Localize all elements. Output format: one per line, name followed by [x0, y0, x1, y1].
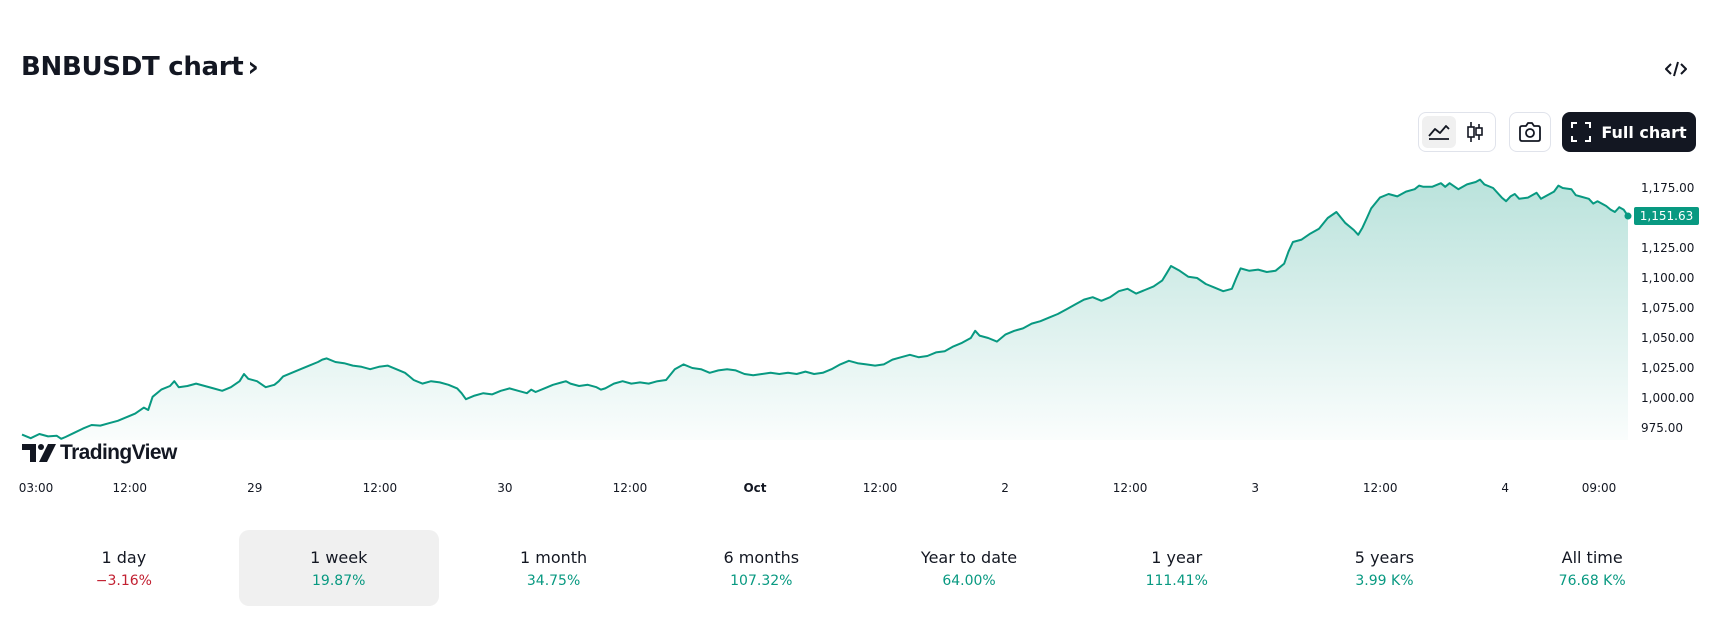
chart-title-link[interactable]: BNBUSDT chart › [21, 50, 259, 83]
period-change: 111.41% [1145, 572, 1208, 589]
x-axis-tick-label: 30 [497, 481, 512, 495]
tradingview-logo[interactable]: TradingView [22, 441, 177, 465]
embed-code-icon [1665, 61, 1687, 77]
x-axis-tick-label: 12:00 [112, 481, 147, 495]
x-axis-tick-label: 12:00 [1363, 481, 1398, 495]
period-tab[interactable]: 6 months 107.32% [657, 530, 865, 606]
period-tab[interactable]: Year to date 64.00% [865, 530, 1073, 606]
chart-title: BNBUSDT chart [21, 51, 244, 82]
candlestick-icon [1467, 122, 1483, 142]
y-axis-tick-label: 1,100.00 [1641, 271, 1694, 285]
x-axis-tick-label: 03:00 [19, 481, 54, 495]
y-axis-tick-label: 1,175.00 [1641, 181, 1694, 195]
period-selector: 1 day −3.16% 1 week 19.87% 1 month 34.75% 6 mo… [20, 530, 1696, 606]
period-label: Year to date [920, 547, 1018, 567]
last-price-badge [1634, 207, 1699, 226]
y-axis-tick-label: 1,125.00 [1641, 241, 1694, 255]
x-axis-tick-label: 4 [1501, 481, 1509, 495]
chart-type-switcher [1418, 112, 1496, 152]
price-area-fill [22, 179, 1628, 440]
full-chart-button[interactable]: Full chart [1562, 112, 1696, 152]
last-price-dot [1624, 212, 1632, 220]
period-label: 1 month [519, 547, 588, 567]
area-chart-button[interactable] [1422, 116, 1456, 148]
full-chart-label: Full chart [1601, 122, 1687, 142]
x-axis-tick-label: 29 [247, 481, 262, 495]
period-label: 1 year [1151, 547, 1203, 567]
tradingview-logo-text: TradingView [60, 441, 177, 464]
period-change: 107.32% [730, 572, 793, 589]
period-tab[interactable]: 1 day −3.16% [20, 530, 228, 606]
screenshot-button[interactable] [1509, 112, 1551, 152]
period-change: 64.00% [942, 572, 996, 589]
y-axis-tick-label: 1,025.00 [1641, 361, 1694, 375]
y-axis-tick-label: 1,000.00 [1641, 391, 1694, 405]
tradingview-logo-icon [22, 444, 56, 462]
period-change: 3.99 K% [1355, 572, 1414, 589]
x-axis-tick-label: 12:00 [363, 481, 398, 495]
x-axis-tick-label: 09:00 [1582, 481, 1617, 495]
period-change: 34.75% [526, 572, 581, 589]
period-label: 1 week [310, 547, 368, 567]
embed-code-button[interactable] [1661, 54, 1691, 84]
period-label: 5 years [1354, 547, 1415, 567]
y-axis-tick-label: 1,075.00 [1641, 301, 1694, 315]
price-chart[interactable]: 975.00 1,000.00 1,025.00 1,050.00 1,075.00 1,… [0, 160, 1716, 500]
period-tab[interactable]: 5 years 3.99 K% [1281, 530, 1489, 606]
chevron-right-icon: › [247, 50, 259, 83]
period-tab[interactable]: 1 month 34.75% [450, 530, 658, 606]
x-axis-tick-label: 2 [1001, 481, 1009, 495]
candlestick-chart-button[interactable] [1458, 116, 1492, 148]
period-change: 19.87% [312, 572, 366, 589]
x-axis-tick-label: 12:00 [613, 481, 648, 495]
period-change: 76.68 K% [1558, 572, 1626, 589]
last-price-label: 1,151.63 [1640, 209, 1693, 223]
price-line [21, 178, 1629, 440]
period-label: 6 months [723, 547, 800, 567]
period-tab[interactable]: 1 year 111.41% [1073, 530, 1281, 606]
x-axis-tick-label: 12:00 [1113, 481, 1148, 495]
y-axis-tick-label: 1,050.00 [1641, 331, 1694, 345]
camera-icon [1519, 122, 1541, 142]
fullscreen-icon [1571, 122, 1592, 142]
period-label: All time [1561, 547, 1623, 567]
period-tab[interactable]: All time 76.68 K% [1488, 530, 1696, 606]
period-label: 1 day [101, 547, 147, 567]
x-axis-tick-label: 12:00 [863, 481, 898, 495]
x-axis-tick-label: 3 [1251, 481, 1259, 495]
period-change: −3.16% [95, 572, 152, 589]
period-tab[interactable]: 1 week 19.87% [238, 530, 439, 606]
area-chart-icon [1428, 125, 1450, 140]
x-axis-tick-label: Oct [743, 481, 766, 495]
y-axis-tick-label: 975.00 [1641, 421, 1683, 435]
